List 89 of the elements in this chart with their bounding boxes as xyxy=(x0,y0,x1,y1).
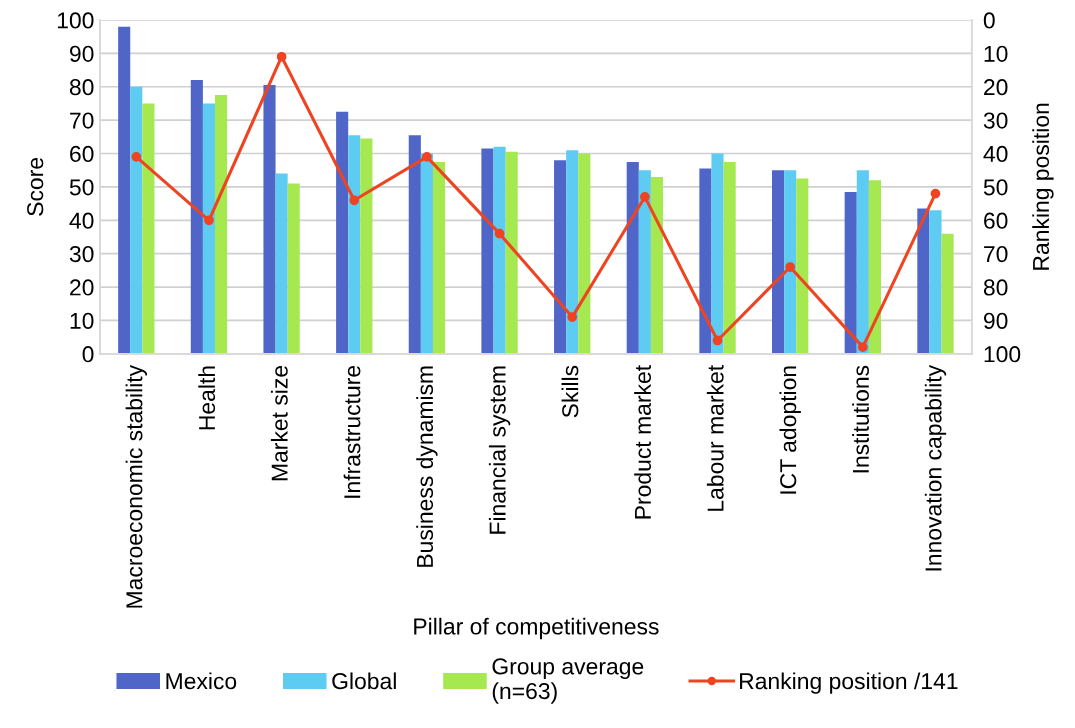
point xyxy=(857,342,868,352)
x-tick-label: Infrastructure xyxy=(343,365,361,498)
x-tick-label: ICT adoption xyxy=(779,366,801,494)
legend-label: Ranking position /141 xyxy=(740,672,958,694)
y-tick-label: 30 xyxy=(69,245,94,263)
point xyxy=(640,192,650,202)
y2-tick-label: 40 xyxy=(983,145,1008,163)
legend-label: Global xyxy=(332,672,396,690)
bar xyxy=(554,160,567,354)
y-tick-label: 40 xyxy=(69,212,94,229)
x-tick-label: Market size xyxy=(270,365,288,481)
y-tick-label: 80 xyxy=(69,79,94,96)
y2-tick-label: 30 xyxy=(983,112,1008,129)
x-tick-label: Health xyxy=(198,366,216,430)
y-tick-label: 10 xyxy=(70,312,94,329)
y-tick-label: 20 xyxy=(70,279,94,296)
y2-tick-label: 70 xyxy=(984,245,1008,263)
bar xyxy=(772,170,785,354)
point xyxy=(494,228,505,239)
y-tick-label: 90 xyxy=(70,45,94,62)
bar xyxy=(626,161,639,354)
bar xyxy=(432,161,446,354)
bar xyxy=(723,161,736,354)
point xyxy=(712,335,723,346)
x-tick-label: Innovation capability xyxy=(924,364,947,571)
y2-tick-label: 60 xyxy=(984,212,1008,229)
bar xyxy=(360,138,373,354)
bar xyxy=(481,148,494,354)
y-tick-label: 70 xyxy=(70,112,94,129)
bar xyxy=(118,26,131,354)
bar xyxy=(190,80,203,354)
y2-tick-label: 10 xyxy=(984,45,1008,62)
y-axis-title: Score xyxy=(27,158,44,216)
y2-tick-label: 0 xyxy=(983,12,995,29)
x-tick-label: Institutions xyxy=(852,365,869,473)
x-tick-label: Financial system xyxy=(488,366,511,534)
legend-label: Group average (n=63) xyxy=(492,658,644,704)
bar xyxy=(929,210,942,354)
point xyxy=(567,312,578,322)
bar xyxy=(566,150,579,354)
bar xyxy=(578,153,591,354)
bar xyxy=(287,183,300,354)
bar xyxy=(130,86,143,354)
point xyxy=(131,152,142,162)
bar xyxy=(868,180,881,354)
bar xyxy=(711,153,724,354)
bar xyxy=(505,151,518,354)
y2-tick-label: 20 xyxy=(984,79,1008,96)
y-tick-label: 0 xyxy=(82,346,94,363)
bar xyxy=(856,170,869,354)
bar xyxy=(348,135,361,354)
bar xyxy=(650,176,664,354)
point xyxy=(930,188,941,199)
bar xyxy=(638,170,651,354)
y2-tick-label: 90 xyxy=(983,312,1008,329)
y-tick-label: 50 xyxy=(69,179,94,196)
bar xyxy=(796,178,809,354)
y-tick-label: 60 xyxy=(70,145,94,163)
x-tick-label: Labour market xyxy=(706,365,724,511)
bar xyxy=(493,146,506,354)
bar xyxy=(336,111,349,354)
bar xyxy=(844,191,857,354)
y2-tick-label: 100 xyxy=(984,346,1021,363)
legend-label: Mexico xyxy=(166,672,237,690)
y2-tick-label: 80 xyxy=(983,279,1008,296)
bar xyxy=(275,173,288,354)
bar xyxy=(941,233,954,354)
bar xyxy=(215,95,228,354)
point xyxy=(785,262,796,272)
point xyxy=(276,51,287,62)
bar xyxy=(263,85,276,354)
x-tick-label: Product market xyxy=(634,365,652,519)
x-tick-label: Skills xyxy=(561,365,579,418)
bar xyxy=(202,103,216,354)
bar xyxy=(142,103,155,354)
y2-axis-title: Ranking position xyxy=(1032,103,1054,270)
point xyxy=(422,152,432,162)
y2-tick-label: 50 xyxy=(983,179,1008,196)
x-tick-label: Business dynamism xyxy=(416,366,438,567)
bar xyxy=(699,168,712,354)
bar xyxy=(784,170,797,354)
bar xyxy=(917,208,930,354)
bar xyxy=(408,135,421,354)
y-tick-label: 100 xyxy=(57,12,94,29)
x-axis-title: Pillar of competitiveness xyxy=(414,617,659,640)
x-tick-label: Macroeconomic stability xyxy=(125,364,147,608)
point xyxy=(204,215,214,226)
bar xyxy=(420,153,433,354)
point xyxy=(349,195,360,206)
